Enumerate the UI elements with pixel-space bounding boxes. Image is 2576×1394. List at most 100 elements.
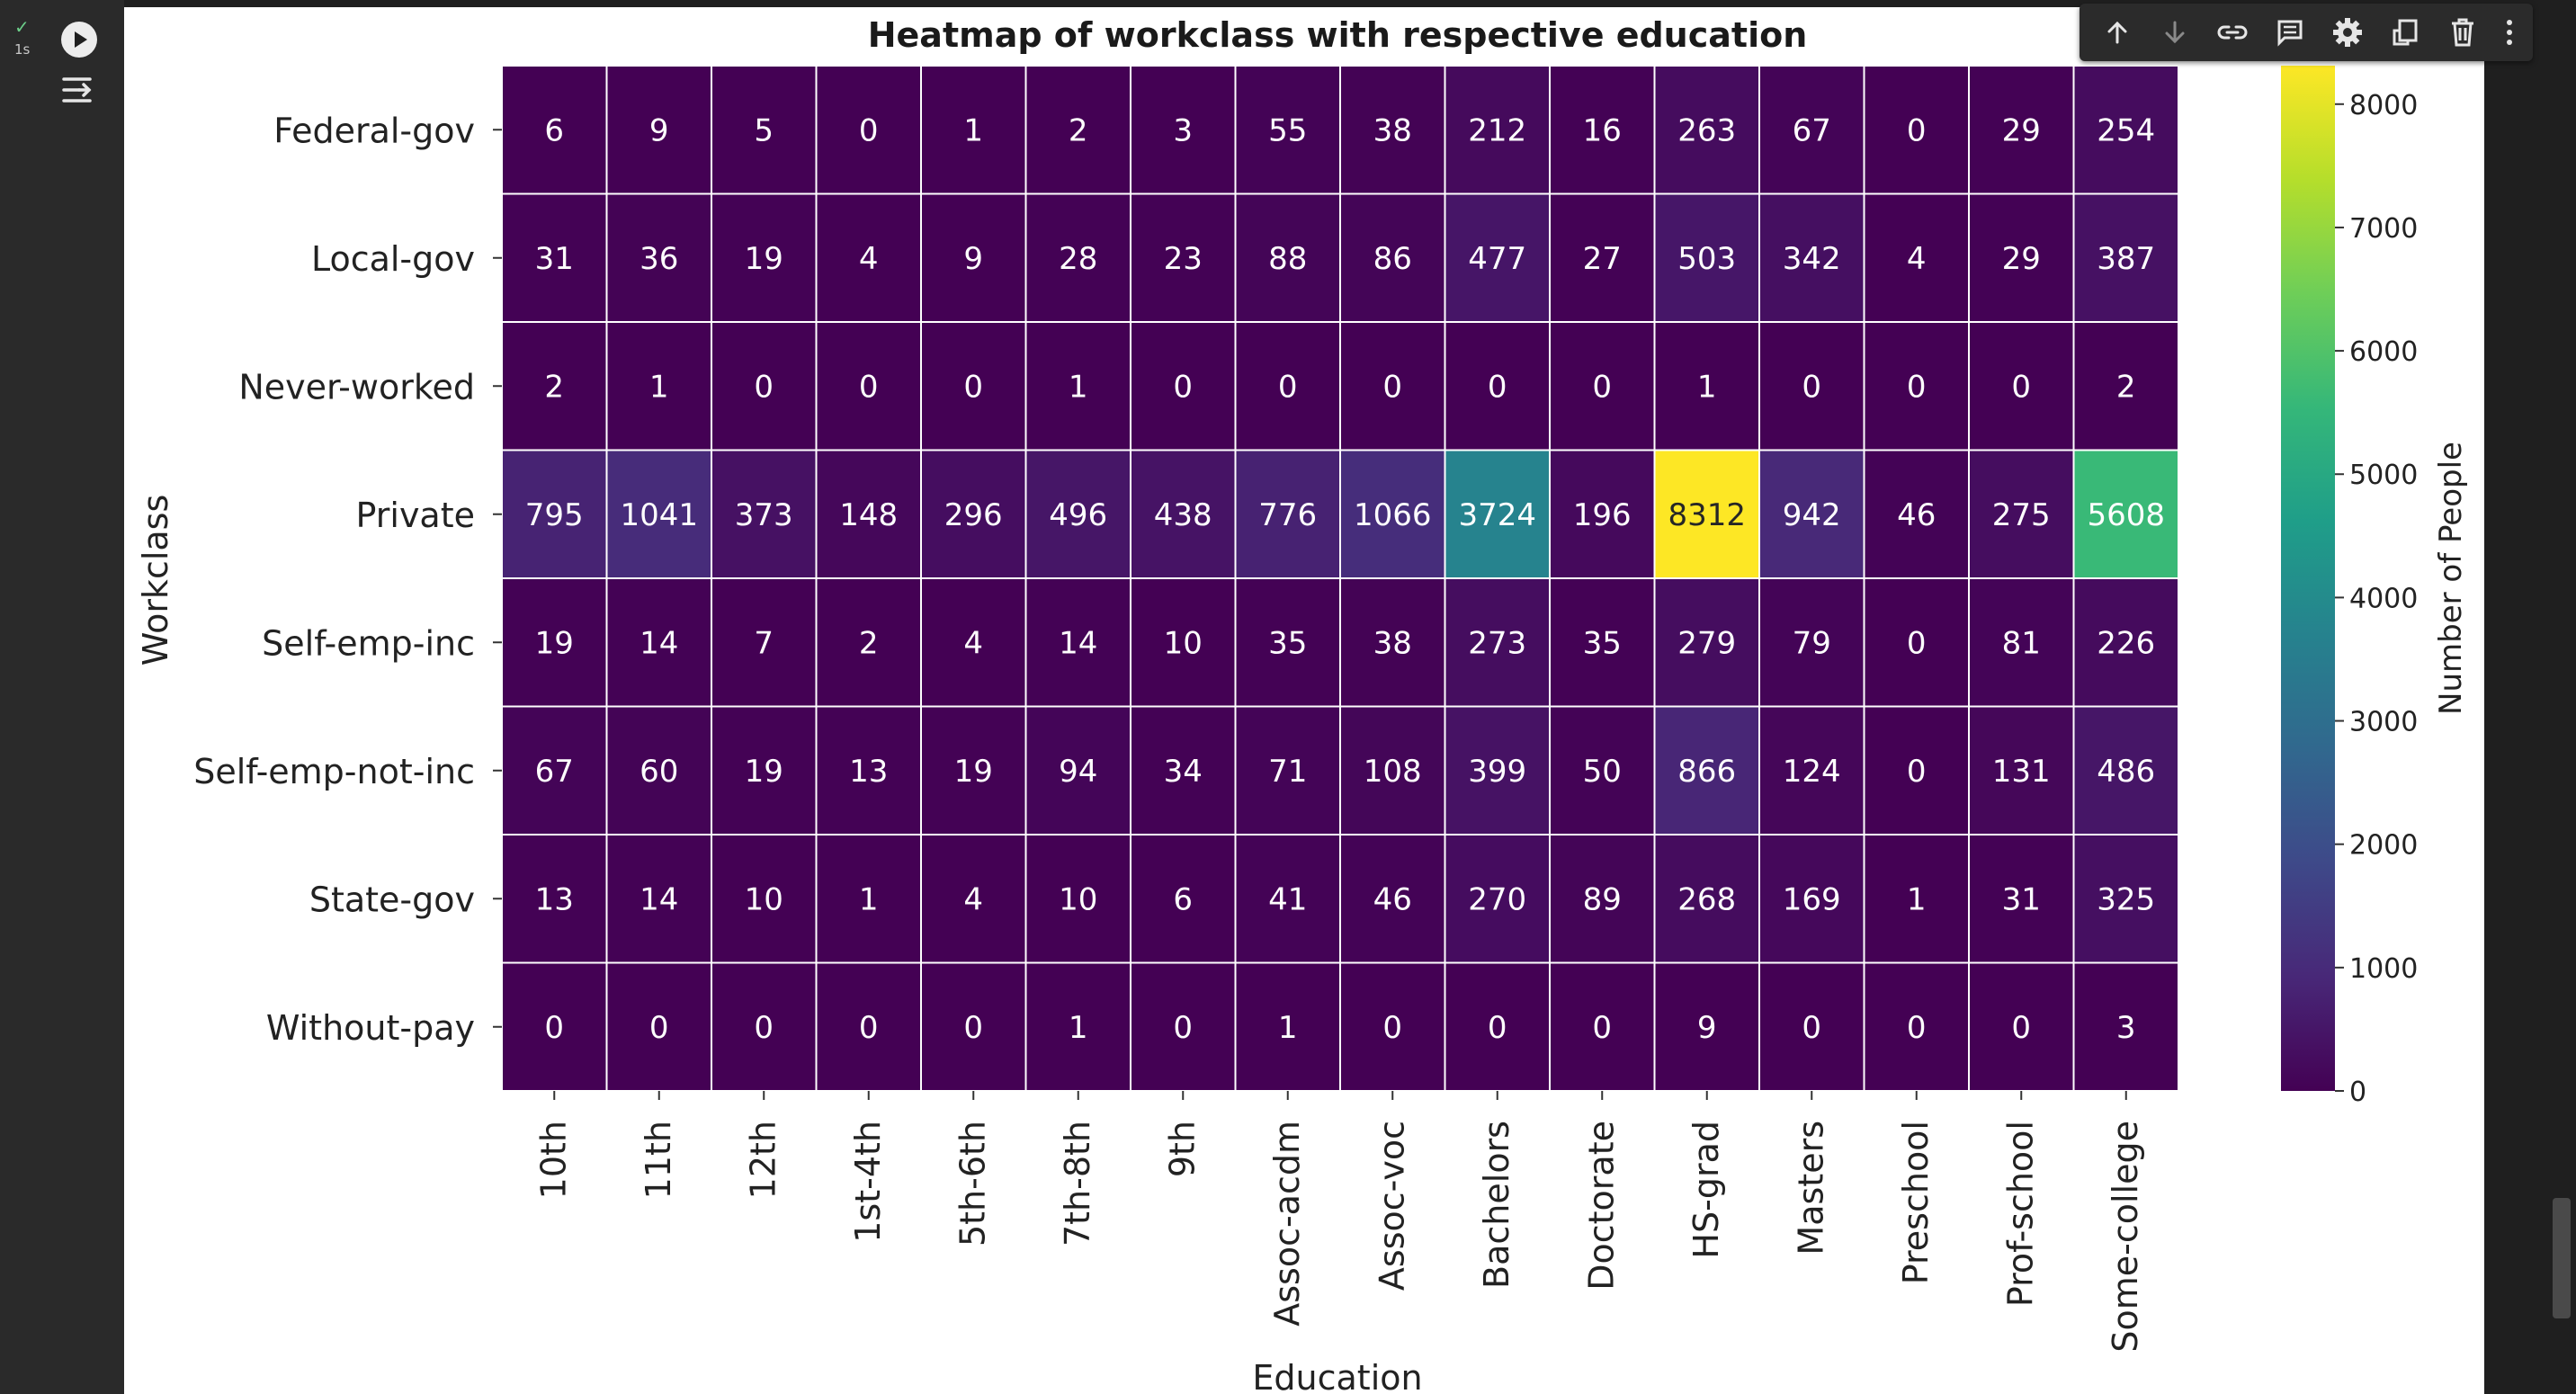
heatmap-cell xyxy=(815,577,922,708)
cell-value-label: 0 xyxy=(859,112,879,148)
cell-value-label: 2 xyxy=(544,369,564,405)
cell-value-label: 254 xyxy=(2097,112,2155,148)
heatmap-cell xyxy=(1863,321,1970,451)
cell-value-label: 399 xyxy=(1468,754,1526,790)
heatmap-cell xyxy=(2072,834,2179,964)
cell-value-label: 19 xyxy=(745,241,783,277)
heatmap-cell xyxy=(605,192,712,323)
run-cell-button[interactable] xyxy=(61,22,97,58)
heatmap-cell xyxy=(2072,705,2179,836)
cell-value-label: 35 xyxy=(1268,625,1307,661)
cell-value-label: 38 xyxy=(1373,112,1412,148)
cell-value-label: 10 xyxy=(745,881,783,917)
cell-value-label: 46 xyxy=(1373,881,1412,917)
cell-value-label: 19 xyxy=(745,754,783,790)
cell-value-label: 503 xyxy=(1677,241,1736,277)
heatmap-cell xyxy=(1444,65,1551,195)
heatmap-cell xyxy=(920,961,1027,1092)
colorbar-tick-label: 8000 xyxy=(2349,90,2418,121)
cell-value-label: 14 xyxy=(640,881,678,917)
heatmap-cell xyxy=(1549,192,1656,323)
heatmap-cell xyxy=(1130,65,1237,195)
heatmap-cell xyxy=(711,65,818,195)
cell-toolbar xyxy=(2080,4,2533,61)
add-comment-button[interactable] xyxy=(2270,13,2310,52)
cell-value-label: 14 xyxy=(640,625,678,661)
colorbar-tick-label: 1000 xyxy=(2349,953,2418,985)
exec-time: 1s xyxy=(14,41,31,58)
heatmap-cell xyxy=(920,65,1027,195)
y-tick-label: Private xyxy=(356,496,475,535)
copy-link-button[interactable] xyxy=(2213,13,2252,52)
heatmap-cell xyxy=(1444,961,1551,1092)
mirror-cell-icon xyxy=(2393,19,2418,46)
cell-settings-button[interactable] xyxy=(2328,13,2367,52)
cell-value-label: 3 xyxy=(1173,112,1193,148)
scrollbar-thumb[interactable] xyxy=(2553,1198,2571,1318)
cell-right-bar xyxy=(2484,0,2576,1394)
cell-value-label: 0 xyxy=(1907,754,1927,790)
heatmap-cell xyxy=(1130,834,1237,964)
cell-value-label: 3724 xyxy=(1458,497,1536,533)
cell-value-label: 6 xyxy=(544,112,564,148)
more-vert-icon xyxy=(2507,20,2512,45)
more-actions-button[interactable] xyxy=(2490,13,2529,52)
cell-value-label: 36 xyxy=(640,241,678,277)
gear-icon xyxy=(2333,18,2362,47)
heatmap-cell xyxy=(920,705,1027,836)
heatmap-cell xyxy=(2072,192,2179,323)
cell-value-label: 67 xyxy=(535,754,574,790)
cell-value-label: 0 xyxy=(1488,1010,1507,1046)
y-tick-label: Without-pay xyxy=(266,1008,475,1048)
cell-value-label: 9 xyxy=(1697,1010,1717,1046)
heatmap-cell xyxy=(1234,961,1341,1092)
cell-value-label: 0 xyxy=(1907,1010,1927,1046)
cell-value-label: 1 xyxy=(1069,1010,1088,1046)
heatmap-cell xyxy=(920,321,1027,451)
heatmap-cell xyxy=(920,577,1027,708)
cell-value-label: 86 xyxy=(1373,241,1412,277)
cell-value-label: 0 xyxy=(1173,1010,1193,1046)
output-menu-button[interactable] xyxy=(59,72,101,112)
cell-value-label: 108 xyxy=(1364,754,1422,790)
cell-value-label: 226 xyxy=(2097,625,2155,661)
heatmap-cell xyxy=(1863,834,1970,964)
cell-value-label: 279 xyxy=(1677,625,1736,661)
cell-value-label: 776 xyxy=(1258,497,1317,533)
cell-value-label: 486 xyxy=(2097,754,2155,790)
move-down-button[interactable] xyxy=(2155,13,2195,52)
mirror-cell-button[interactable] xyxy=(2385,13,2425,52)
cell-value-label: 212 xyxy=(1468,112,1526,148)
x-tick-label: Prof-school xyxy=(2000,1121,2040,1307)
cell-value-label: 8312 xyxy=(1668,497,1746,533)
cell-value-label: 263 xyxy=(1677,112,1736,148)
cell-value-label: 866 xyxy=(1677,754,1736,790)
cell-value-label: 438 xyxy=(1154,497,1212,533)
cell-value-label: 29 xyxy=(2002,112,2041,148)
colorbar-tick-label: 0 xyxy=(2349,1077,2366,1108)
cell-value-label: 942 xyxy=(1783,497,1841,533)
heatmap-cell xyxy=(1444,705,1551,836)
cell-value-label: 4 xyxy=(1907,241,1927,277)
heatmap-cell xyxy=(815,192,922,323)
heatmap-cell xyxy=(605,65,712,195)
heatmap-cell xyxy=(815,65,922,195)
cell-value-label: 23 xyxy=(1164,241,1203,277)
heatmap-cell xyxy=(1444,449,1551,579)
cell-value-label: 795 xyxy=(525,497,584,533)
heatmap-cell xyxy=(711,961,818,1092)
move-up-button[interactable] xyxy=(2097,13,2137,52)
cell-value-label: 169 xyxy=(1783,881,1841,917)
cell-value-label: 46 xyxy=(1897,497,1936,533)
heatmap-cell xyxy=(501,449,608,579)
heatmap-cell xyxy=(2072,65,2179,195)
cell-value-label: 9 xyxy=(963,241,983,277)
heatmap-cell xyxy=(501,65,608,195)
heatmap-cell xyxy=(815,449,922,579)
heatmap-cell xyxy=(1444,577,1551,708)
heatmap-cell xyxy=(1234,65,1341,195)
heatmap-cell xyxy=(711,834,818,964)
x-tick-label: Doctorate xyxy=(1581,1121,1621,1291)
cell-value-label: 1 xyxy=(1278,1010,1298,1046)
delete-cell-button[interactable] xyxy=(2443,13,2482,52)
